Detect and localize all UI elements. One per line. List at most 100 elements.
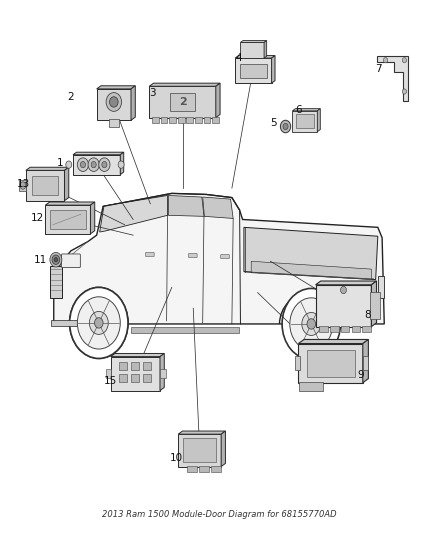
Polygon shape <box>26 167 69 171</box>
FancyBboxPatch shape <box>131 362 139 370</box>
Polygon shape <box>298 340 368 344</box>
Polygon shape <box>203 197 233 219</box>
FancyBboxPatch shape <box>161 117 167 123</box>
Circle shape <box>99 158 110 172</box>
Circle shape <box>20 182 26 189</box>
FancyBboxPatch shape <box>211 466 221 472</box>
FancyBboxPatch shape <box>363 357 368 370</box>
FancyBboxPatch shape <box>187 117 193 123</box>
FancyBboxPatch shape <box>195 117 202 123</box>
FancyBboxPatch shape <box>109 119 119 127</box>
Polygon shape <box>216 83 220 118</box>
FancyBboxPatch shape <box>160 369 166 378</box>
FancyBboxPatch shape <box>131 327 239 333</box>
FancyBboxPatch shape <box>341 326 350 332</box>
Text: 8: 8 <box>364 310 371 320</box>
Polygon shape <box>73 155 120 175</box>
Polygon shape <box>317 109 320 132</box>
Circle shape <box>66 161 72 168</box>
Polygon shape <box>244 228 378 280</box>
Text: 2: 2 <box>179 97 187 107</box>
Polygon shape <box>235 58 272 83</box>
Polygon shape <box>73 152 124 155</box>
FancyBboxPatch shape <box>50 209 85 229</box>
Polygon shape <box>168 196 204 216</box>
Polygon shape <box>26 171 64 201</box>
FancyBboxPatch shape <box>352 326 360 332</box>
FancyBboxPatch shape <box>307 350 355 377</box>
FancyBboxPatch shape <box>106 369 111 378</box>
Circle shape <box>102 161 107 168</box>
Circle shape <box>52 255 60 264</box>
Polygon shape <box>149 86 216 118</box>
Circle shape <box>307 319 315 329</box>
FancyBboxPatch shape <box>183 438 216 463</box>
FancyBboxPatch shape <box>199 466 208 472</box>
Polygon shape <box>178 434 221 466</box>
FancyBboxPatch shape <box>294 357 300 370</box>
Text: 12: 12 <box>31 213 45 223</box>
Text: 4: 4 <box>235 53 242 62</box>
Polygon shape <box>64 167 69 201</box>
Circle shape <box>88 158 99 172</box>
Circle shape <box>282 288 340 359</box>
Text: 7: 7 <box>375 64 382 74</box>
FancyBboxPatch shape <box>296 115 314 128</box>
Text: 10: 10 <box>170 453 183 463</box>
FancyBboxPatch shape <box>145 253 154 256</box>
FancyBboxPatch shape <box>152 117 159 123</box>
Polygon shape <box>46 202 95 205</box>
FancyBboxPatch shape <box>187 466 197 472</box>
Polygon shape <box>298 344 363 383</box>
Circle shape <box>402 58 406 63</box>
Polygon shape <box>221 431 226 466</box>
FancyBboxPatch shape <box>370 292 380 319</box>
Polygon shape <box>240 41 267 43</box>
Polygon shape <box>131 86 135 120</box>
Circle shape <box>54 257 58 262</box>
Polygon shape <box>160 353 164 391</box>
Text: 2: 2 <box>67 92 74 102</box>
FancyBboxPatch shape <box>143 374 151 382</box>
Circle shape <box>106 93 122 111</box>
Text: 1: 1 <box>57 158 64 168</box>
Polygon shape <box>264 41 267 58</box>
Polygon shape <box>293 109 320 111</box>
Polygon shape <box>100 196 167 232</box>
FancyBboxPatch shape <box>19 180 26 191</box>
FancyBboxPatch shape <box>169 117 176 123</box>
Circle shape <box>78 158 88 172</box>
FancyBboxPatch shape <box>61 254 80 268</box>
Polygon shape <box>371 281 377 327</box>
FancyBboxPatch shape <box>299 382 323 391</box>
Polygon shape <box>97 86 135 89</box>
Polygon shape <box>90 202 95 234</box>
Circle shape <box>340 286 346 294</box>
FancyBboxPatch shape <box>362 326 371 332</box>
Polygon shape <box>111 357 160 391</box>
Circle shape <box>302 312 321 335</box>
FancyBboxPatch shape <box>51 320 80 326</box>
Circle shape <box>70 287 128 358</box>
Polygon shape <box>293 111 317 132</box>
Polygon shape <box>54 193 384 324</box>
Polygon shape <box>46 205 90 234</box>
Text: 6: 6 <box>295 105 302 115</box>
Polygon shape <box>97 89 131 120</box>
Polygon shape <box>316 281 377 285</box>
Text: 5: 5 <box>271 118 277 128</box>
FancyBboxPatch shape <box>188 254 197 257</box>
Polygon shape <box>377 56 408 101</box>
FancyBboxPatch shape <box>119 374 127 382</box>
Text: 9: 9 <box>357 370 364 380</box>
Text: 11: 11 <box>33 255 46 265</box>
Circle shape <box>80 161 85 168</box>
FancyBboxPatch shape <box>378 277 384 298</box>
Circle shape <box>50 253 62 267</box>
FancyBboxPatch shape <box>319 326 328 332</box>
Polygon shape <box>240 43 264 58</box>
Circle shape <box>110 97 118 107</box>
Circle shape <box>290 298 333 350</box>
Polygon shape <box>120 152 124 175</box>
Circle shape <box>70 287 128 358</box>
